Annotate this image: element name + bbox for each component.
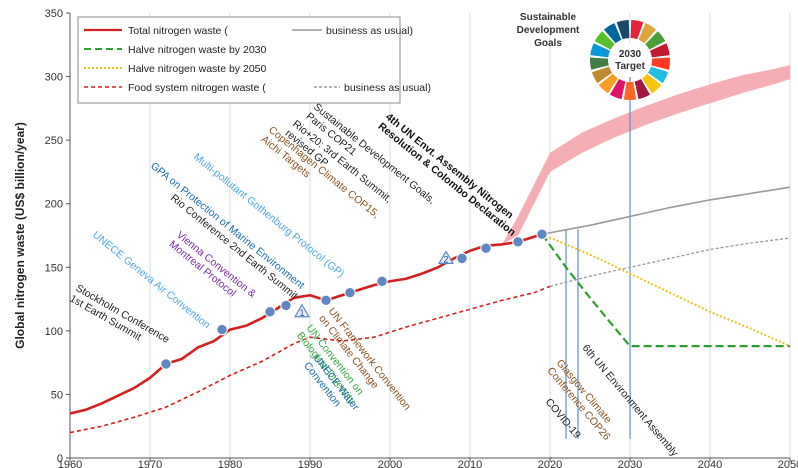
x-tick-label-2000: 2000 [378,459,402,468]
series-line-halve_2030 [541,233,790,348]
event-marker-2012 [480,242,492,254]
event-marker-1972 [160,358,172,370]
sdg-wheel-segment-2 [638,23,657,44]
sdg-wheel-segment-15 [594,31,615,50]
y-tick-label-300: 300 [45,72,63,84]
sdg-wheel-segment-6 [647,66,669,84]
sdg-badge-line-2: Target [615,61,645,72]
event-marker-2009 [456,252,468,265]
y-tick-label-150: 150 [45,262,63,274]
series-lines [69,186,791,434]
y-tick-label-50: 50 [51,389,63,401]
legend-entry-halve-2030: Halve nitrogen waste by 2030 [128,44,266,56]
x-tick-label-2050: 2050 [778,459,798,468]
y-axis-title: Global nitrogen waste (US$ billion/year) [13,122,27,349]
y-tick-label-350: 350 [45,8,63,20]
sdg-wheel-segment-11 [598,73,618,94]
y-tick-label-100: 100 [45,326,63,338]
triangle-marker-1 [293,303,311,318]
sdg-label-line-3: Goals [534,38,562,49]
sdg-label-line-1: Sustainable [520,12,577,23]
series-line-food [69,285,551,434]
event-marker-1985 [264,306,276,318]
sdg-wheel-segment-16 [603,23,622,44]
y-tick-label-250: 250 [45,135,63,147]
y-tick-label-0: 0 [57,453,63,465]
legend-entry-total: Total nitrogen waste ( [128,25,228,37]
triangle-marker-label-2: 2 [443,254,448,264]
sdg-wheel-segment-14 [590,43,611,58]
sdg-wheel-segment-1 [630,20,644,40]
legend-entry-total-bau: business as usual) [326,25,413,37]
sdg-wheel-segment-4 [649,43,670,58]
sdg-wheel-segment-17 [616,20,630,40]
triangle-marker-2 [437,250,455,264]
legend-entry-halve-2050: Halve nitrogen waste by 2050 [128,63,266,75]
legend-box [77,16,401,104]
sdg-wheel-segment-9 [623,81,637,101]
sdg-label-line-2: Development [517,25,580,36]
event-marker-2016 [512,236,524,248]
x-tick-label-2040: 2040 [698,459,722,468]
x-tick-label-2030: 2030 [618,459,642,468]
sdg-badge-line-1: 2030 [619,49,642,60]
axes: 0 50 100 150 200 250 300 350 1960 1970 1980 1990 200… [45,8,798,468]
sdg-wheel-center [613,43,647,77]
event-markers: 12 [160,228,548,370]
sdg-wheel-segment-3 [645,31,666,50]
upper-projection-band [502,65,790,245]
sdg-wheel-segment-7 [642,73,662,94]
y-tick-label-200: 200 [45,199,63,211]
legend-entry-food-bau: business as usual) [344,82,431,94]
x-tick-label-1980: 1980 [218,459,242,468]
sdg-wheel-icon [589,20,670,101]
sdg-wheel-segment-10 [609,79,626,100]
event-marker-1979 [216,323,228,336]
series-line-halve_2050 [541,233,791,348]
event-marker-2019 [536,228,548,240]
event-marker-1999 [376,275,388,287]
upper-band-area [502,65,790,245]
event-marker-1995 [344,287,356,299]
sdg-wheel-segment-13 [589,57,609,70]
x-tick-label-2010: 2010 [458,459,482,468]
event-marker-1992 [320,294,332,307]
x-tick-label-1990: 1990 [298,459,322,468]
legend-entry-food: Food system nitrogen waste ( [128,82,266,94]
series-line-food_bau [549,237,791,287]
x-tick-label-1960: 1960 [58,459,82,468]
event-marker-1987 [280,299,292,312]
x-tick-label-2020: 2020 [538,459,562,468]
sdg-wheel-segment-8 [634,79,651,100]
x-tick-label-1970: 1970 [138,459,162,468]
sdg-badge: Sustainable Development Goals 2030 Targe… [517,12,670,101]
series-line-total [69,232,543,415]
triangle-marker-label-1: 1 [299,308,304,318]
sdg-wheel-segment-12 [591,66,613,84]
sdg-wheel-segment-5 [651,57,670,70]
series-line-total_bau [541,186,791,236]
legend: Total nitrogen waste ( business as usual… [77,16,431,104]
